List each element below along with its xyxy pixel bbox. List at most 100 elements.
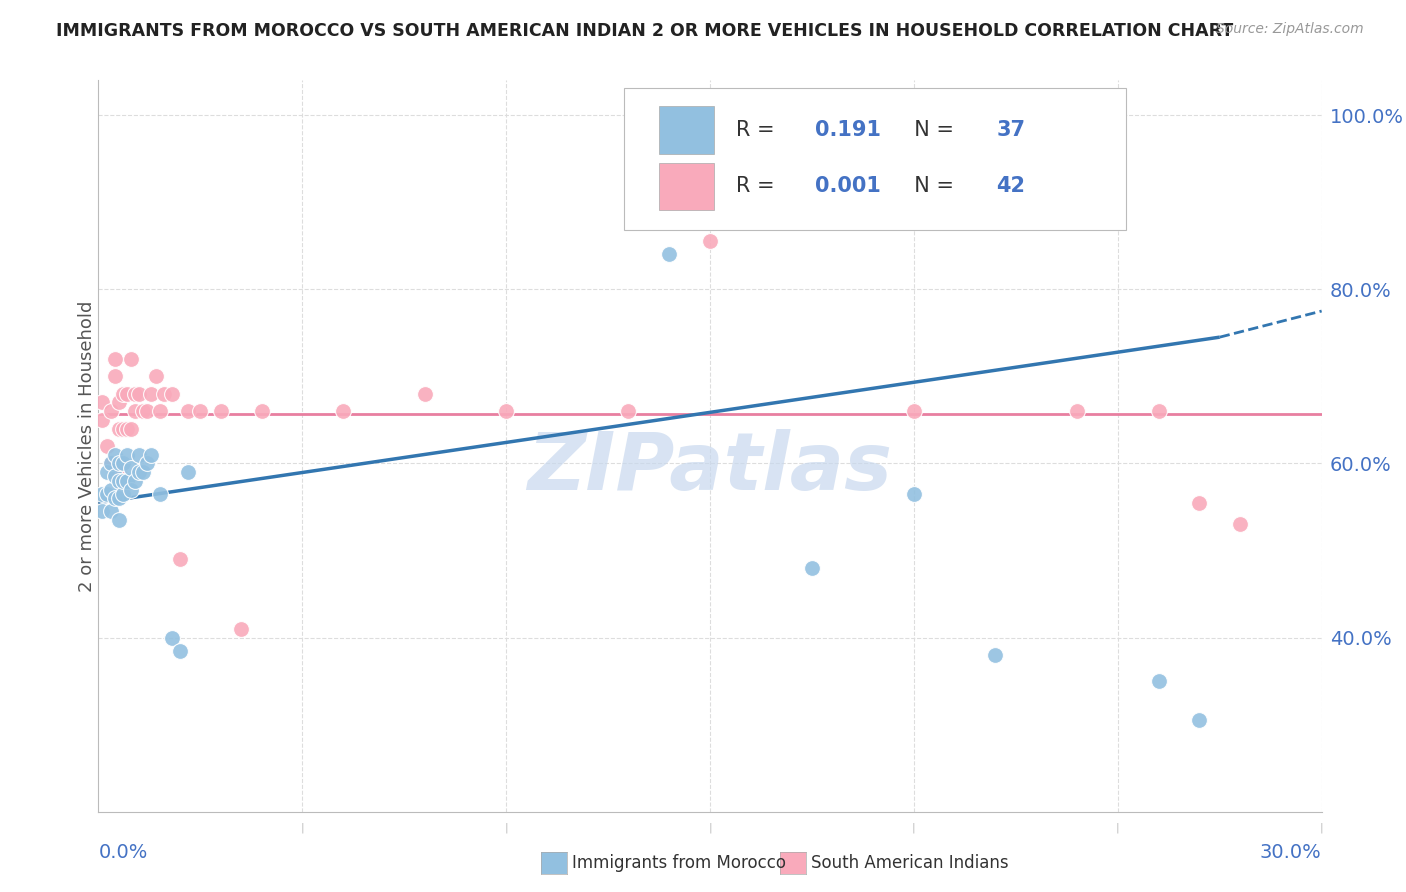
Point (96, 465, 118, 479)
Point (100, 483, 122, 497)
Point (903, 404, 925, 418)
Point (209, 404, 232, 418)
Point (104, 491, 127, 506)
Point (108, 465, 131, 479)
Point (1188, 714, 1211, 728)
Text: Immigrants from Morocco: Immigrants from Morocco (572, 855, 786, 872)
Point (120, 421, 142, 435)
Text: IMMIGRANTS FROM MOROCCO VS SOUTH AMERICAN INDIAN 2 OR MORE VEHICLES IN HOUSEHOLD: IMMIGRANTS FROM MOROCCO VS SOUTH AMERICA… (56, 22, 1233, 40)
Point (108, 513, 131, 527)
Text: ZIPatlas: ZIPatlas (527, 429, 893, 507)
Point (141, 386, 163, 401)
Point (332, 404, 354, 418)
Point (104, 369, 127, 384)
Point (169, 552, 191, 566)
Point (231, 622, 253, 636)
Point (115, 474, 138, 488)
FancyBboxPatch shape (624, 87, 1126, 230)
Text: South American Indians: South American Indians (811, 855, 1010, 872)
Text: 0.001: 0.001 (815, 177, 882, 196)
Point (169, 643, 191, 657)
Point (91, 413, 114, 427)
Point (152, 386, 174, 401)
Point (1147, 404, 1170, 418)
Point (120, 351, 142, 366)
Point (104, 448, 127, 462)
Text: N =: N = (901, 177, 960, 196)
Point (128, 465, 150, 479)
Point (104, 469, 127, 483)
Text: N =: N = (901, 120, 960, 140)
Point (132, 404, 155, 418)
Point (108, 474, 131, 488)
Point (1066, 404, 1088, 418)
Point (160, 631, 183, 645)
Point (177, 465, 200, 479)
Text: |: | (912, 822, 915, 833)
Point (120, 483, 142, 497)
Text: Source: ZipAtlas.com: Source: ZipAtlas.com (1216, 22, 1364, 37)
Point (91, 395, 114, 409)
Point (177, 404, 200, 418)
Point (128, 448, 150, 462)
Point (495, 404, 517, 418)
Point (250, 404, 273, 418)
Point (903, 487, 925, 501)
Point (984, 648, 1007, 662)
Text: R =: R = (735, 177, 780, 196)
Text: |: | (1320, 822, 1323, 833)
Point (1229, 517, 1251, 532)
Text: |: | (709, 822, 711, 833)
Point (132, 465, 155, 479)
Point (100, 457, 122, 471)
Y-axis label: 2 or more Vehicles in Household: 2 or more Vehicles in Household (79, 301, 96, 591)
Point (699, 235, 721, 249)
Text: |: | (1116, 822, 1119, 833)
Point (141, 448, 163, 462)
Text: 30.0%: 30.0% (1260, 843, 1322, 862)
Point (104, 351, 127, 366)
Point (111, 386, 134, 401)
Point (617, 404, 640, 418)
Point (115, 421, 138, 435)
Point (120, 460, 142, 475)
Point (124, 386, 146, 401)
Text: R =: R = (735, 120, 780, 140)
Point (100, 457, 122, 471)
Point (115, 448, 138, 462)
Point (801, 561, 824, 575)
Point (658, 247, 681, 261)
Point (108, 395, 131, 409)
Point (100, 504, 122, 518)
Point (111, 474, 134, 488)
Point (91, 504, 114, 518)
Text: |: | (505, 822, 508, 833)
Point (160, 386, 183, 401)
Point (136, 404, 159, 418)
Point (96, 487, 118, 501)
Text: 0.0%: 0.0% (98, 843, 148, 862)
Point (188, 404, 212, 418)
Text: 42: 42 (997, 177, 1025, 196)
Point (108, 457, 131, 471)
Point (149, 487, 172, 501)
Point (115, 386, 138, 401)
Point (111, 487, 134, 501)
Point (1147, 674, 1170, 689)
Point (128, 386, 150, 401)
Point (91, 487, 114, 501)
Text: 0.191: 0.191 (815, 120, 882, 140)
Point (100, 404, 122, 418)
Point (108, 491, 131, 506)
Point (111, 421, 134, 435)
Text: 37: 37 (997, 120, 1025, 140)
Point (145, 369, 167, 384)
Point (108, 421, 131, 435)
FancyBboxPatch shape (658, 162, 714, 211)
Point (1188, 495, 1211, 509)
Point (111, 457, 134, 471)
Point (124, 474, 146, 488)
Point (96, 439, 118, 453)
Point (149, 404, 172, 418)
Text: |: | (301, 822, 304, 833)
